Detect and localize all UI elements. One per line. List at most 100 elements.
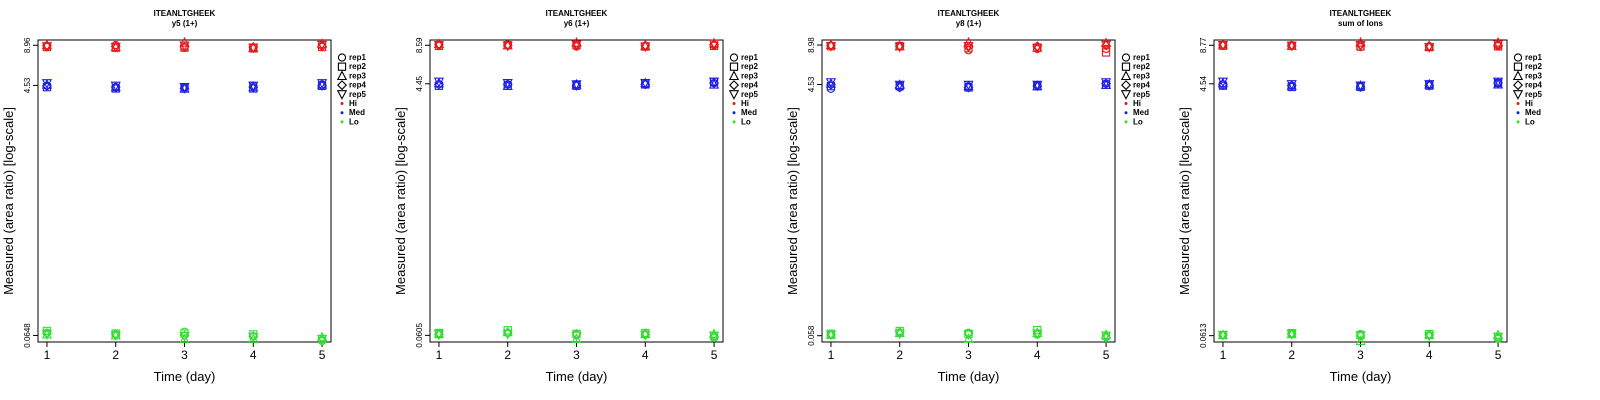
data-point-hi [1100,40,1112,51]
y-tick-label: 0.0613 [1199,323,1208,348]
data-point-hi [433,41,445,51]
data-point-lo [1355,335,1366,346]
data-point-lo [41,330,53,340]
data-point-lo [1286,329,1297,340]
legend-square-icon [1513,62,1523,71]
x-tick-label: 1 [828,348,835,362]
legend-square-icon [337,62,347,71]
legend-entry-label: Lo [1133,117,1143,126]
plot-frame [1213,39,1508,343]
legend-entry-label: Hi [1133,99,1141,108]
data-point-hi [825,39,837,50]
data-point-lo [316,331,328,342]
legend-color-dot-icon [340,111,344,115]
legend-circle-icon [1121,53,1131,62]
legend-entry-label: rep2 [349,62,366,71]
legend-entry-label: Med [741,108,757,117]
plot-frame [821,39,1116,343]
data-point-lo [963,330,974,341]
data-point-lo [571,333,582,343]
legend-color-dot-icon [1516,120,1520,124]
data-point-lo [1492,329,1504,340]
data-point-lo [502,326,513,337]
data-point-hi [894,42,905,53]
legend-color-dot-icon [340,102,344,105]
data-point-med [41,79,53,89]
data-point-lo [1100,329,1112,339]
x-tick-label: 4 [642,348,649,362]
legend-entry-label: Med [1133,108,1149,117]
legend-entry-label: Hi [1525,99,1533,108]
y-axis-label: Measured (area ratio) [log-scale] [393,107,408,295]
data-point-med [179,82,190,93]
data-point-med [1217,79,1228,90]
x-tick-label: 2 [504,348,511,362]
data-point-hi [41,39,53,50]
data-point-lo [248,332,259,343]
data-point-lo [1032,329,1043,340]
data-point-med [963,82,974,93]
x-axis-label: Time (day) [1330,369,1392,384]
data-point-lo [963,333,974,343]
x-axis-label: Time (day) [546,369,608,384]
legend-entry-label: rep5 [349,90,366,99]
data-point-lo [1217,330,1229,341]
chart-subtitle: y8 (1+) [956,19,982,28]
legend-color-dot-icon [1516,111,1520,115]
legend-entry-label: rep1 [349,53,366,62]
data-point-lo [1217,330,1228,340]
data-point-lo [1100,331,1112,342]
y-tick-label: 0.0648 [23,323,32,348]
y-tick-label: 0.0605 [415,323,424,348]
data-point-hi [825,42,837,52]
legend-square-icon [1121,62,1131,71]
legend-square-icon [729,62,739,71]
legend-entry-label: rep5 [741,90,758,99]
data-point-lo [1424,331,1435,342]
x-tick-label: 1 [1220,348,1227,362]
y-axis-label: Measured (area ratio) [log-scale] [1177,107,1192,295]
y-axis-label: Measured (area ratio) [log-scale] [785,107,800,295]
data-point-lo [708,328,720,339]
data-point-med [317,80,328,91]
data-point-lo [571,331,582,342]
legend-triangle-down-icon [1512,90,1524,100]
data-point-hi [1286,41,1297,52]
data-point-med [316,79,328,89]
legend-circle-icon [337,53,347,62]
data-point-med [894,80,905,91]
legend-entry-label: rep1 [1133,53,1150,62]
legend-diamond-icon [729,80,739,91]
legend-color-dot-icon [1124,102,1128,105]
data-point-hi [1217,38,1229,49]
chart-title: ITEANLTGHEEK [154,9,216,18]
data-point-hi [41,42,53,52]
data-point-med [1492,77,1504,88]
data-point-med [1286,80,1297,90]
legend-entry-label: rep1 [1525,53,1542,62]
data-point-hi [1355,40,1366,51]
data-point-med [571,80,582,91]
x-tick-label: 3 [573,348,580,362]
x-tick-label: 2 [896,348,903,362]
legend-entry-label: rep2 [1525,62,1542,71]
y-tick-label: 8.77 [1199,37,1208,53]
data-point-med [41,80,52,91]
data-point-lo [640,330,651,341]
data-point-hi [1492,36,1504,47]
data-point-hi [110,42,121,53]
data-point-med [1217,77,1229,88]
legend-circle-icon [1513,53,1523,62]
x-tick-label: 2 [1288,348,1295,362]
data-point-hi [502,41,513,52]
x-tick-label: 5 [319,348,326,362]
data-point-lo [1492,332,1504,343]
x-tick-label: 4 [1426,348,1433,362]
y-tick-label: 8.96 [23,37,32,53]
x-tick-label: 4 [1034,348,1041,362]
data-point-hi [708,39,720,50]
data-point-lo [502,329,513,340]
x-tick-label: 3 [965,348,972,362]
data-point-hi [640,42,651,53]
data-point-hi [571,40,582,51]
